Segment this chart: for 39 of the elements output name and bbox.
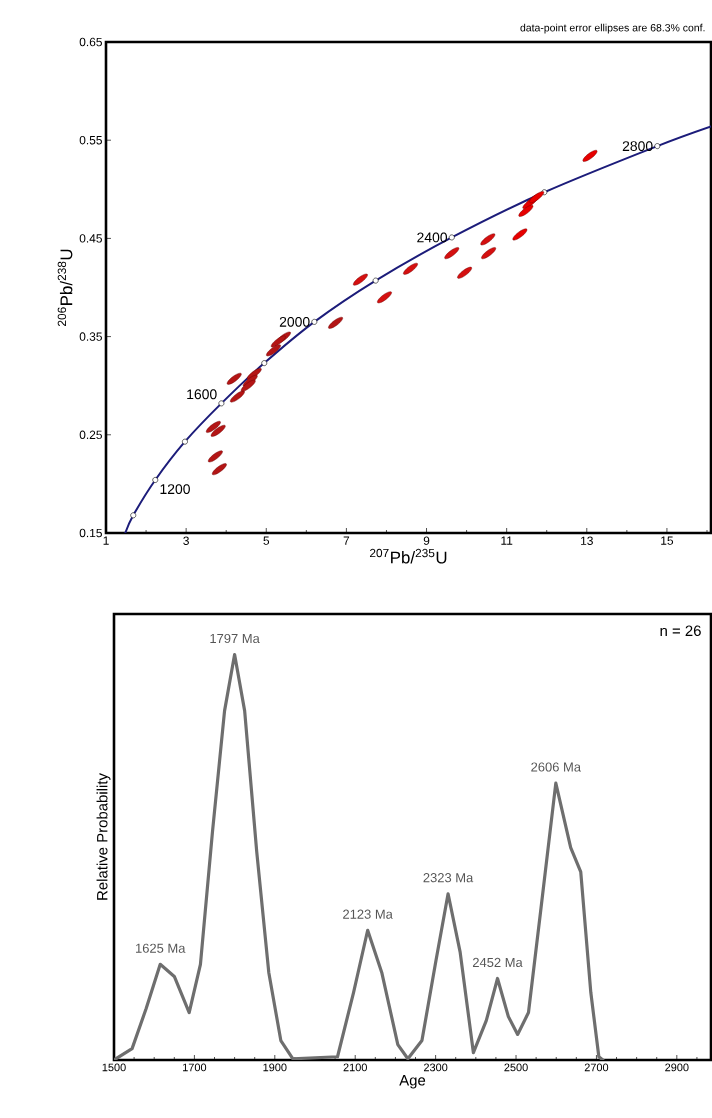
annotation: 1797 Ma	[210, 633, 260, 644]
annotation: 2123 Ma	[342, 909, 393, 919]
y-tick-label: 0.35	[79, 332, 102, 341]
annotation: 1600	[187, 389, 217, 400]
x-axis-title: $^{207}$Pb/$^{235}$U	[369, 548, 447, 564]
x-tick-label: 2900	[665, 1063, 689, 1072]
annotation: 2400	[417, 232, 447, 243]
x-tick-label: 2500	[504, 1063, 528, 1072]
x-tick-label: 9	[423, 536, 430, 545]
text: n = 26	[660, 625, 701, 637]
annotation: 2452 Ma	[472, 957, 523, 968]
y-tick-label: 0.55	[79, 135, 102, 145]
annotation: 2000	[279, 316, 310, 327]
annotation: 2323 Ma	[423, 873, 474, 883]
x-tick-label: 13	[580, 536, 593, 545]
x-tick-label: 3	[183, 536, 189, 545]
y-tick-label: 0.25	[79, 430, 102, 440]
y-axis-title: Relative Probability	[96, 773, 111, 900]
x-tick-label: 1500	[102, 1063, 126, 1072]
x-tick-label: 7	[343, 536, 349, 545]
annotation: 2606 Ma	[531, 762, 581, 772]
y-tick-label: 0.65	[79, 37, 102, 47]
x-axis-title: Age	[399, 1075, 425, 1089]
y-axis-title: $^{206}$Pb/$^{238}$U	[57, 249, 73, 327]
y-tick-label: 0.45	[79, 234, 102, 243]
text: data-point error ellipses are 68.3% conf.	[520, 23, 705, 34]
annotation: 1200	[160, 484, 190, 495]
x-tick-label: 15	[661, 536, 673, 545]
x-tick-label: 1700	[182, 1063, 207, 1072]
x-tick-label: 1	[103, 536, 109, 545]
annotation: 2800	[622, 141, 653, 152]
x-tick-label: 11	[501, 536, 513, 545]
x-tick-label: 2700	[584, 1063, 609, 1072]
x-tick-label: 2100	[343, 1063, 367, 1072]
annotation: 1625 Ma	[135, 943, 186, 953]
x-tick-label: 1900	[263, 1063, 287, 1072]
x-tick-label: 2300	[423, 1063, 448, 1072]
x-tick-label: 5	[263, 536, 269, 545]
y-tick-label: 0.15	[79, 528, 102, 538]
